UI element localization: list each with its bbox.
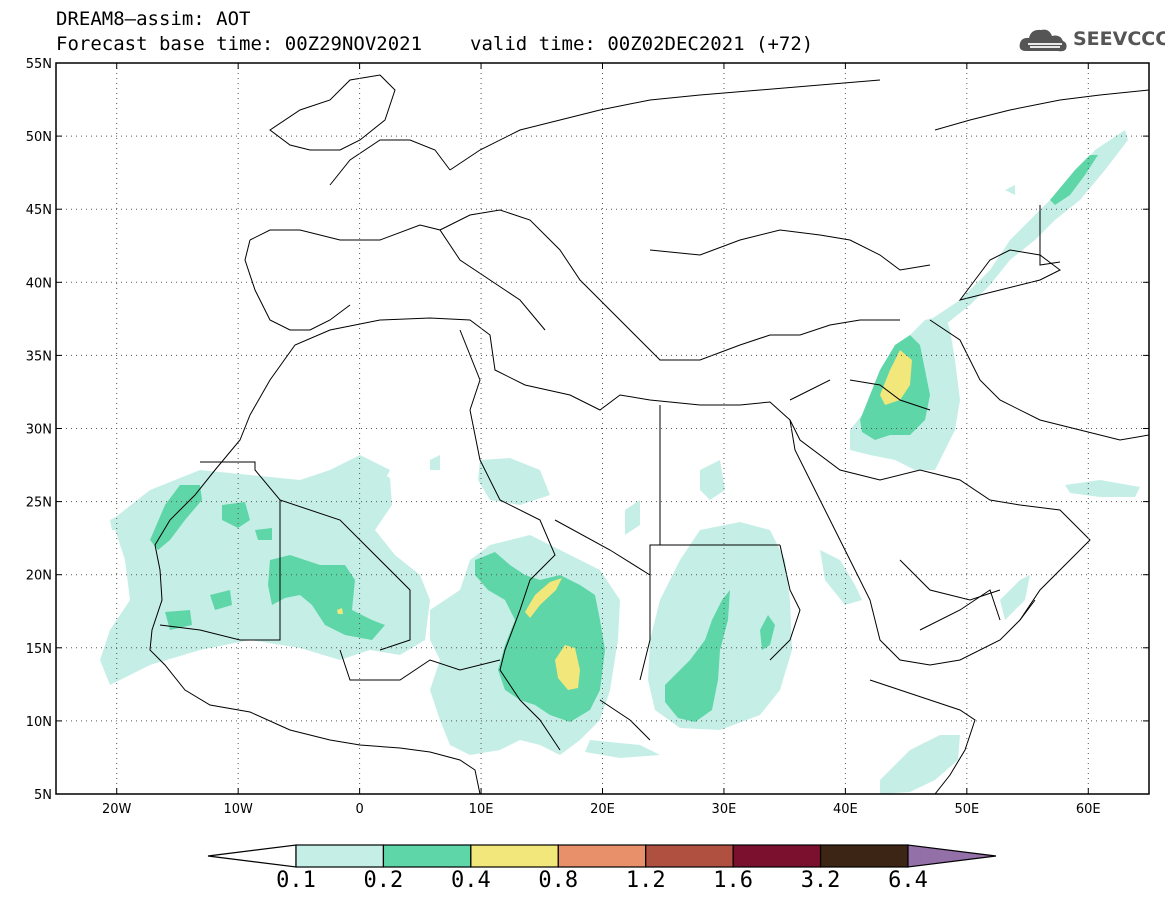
lon-label: 10E bbox=[469, 802, 494, 817]
seevccc-logo: SEEVCCC bbox=[1018, 25, 1165, 55]
colorbar-level-label: 0.4 bbox=[450, 868, 491, 893]
lat-label: 55N bbox=[26, 57, 52, 72]
time-info: Forecast base time: 00Z29NOV2021 valid ti… bbox=[56, 33, 813, 55]
lat-label: 40N bbox=[26, 276, 52, 291]
latitude-labels: 55N 50N 45N 40N 35N 30N 25N 20N 15N 10N 5N bbox=[26, 57, 52, 803]
lon-label: 20W bbox=[102, 802, 132, 817]
lat-label: 45N bbox=[26, 203, 52, 218]
cloud-icon bbox=[1019, 29, 1067, 52]
lat-label: 50N bbox=[26, 130, 52, 145]
longitude-labels: 20W 10W 0 10E 20E 30E 40E 50E 60E bbox=[102, 802, 1101, 817]
colorbar bbox=[207, 844, 997, 868]
lon-label: 20E bbox=[590, 802, 615, 817]
lon-label: 40E bbox=[833, 802, 858, 817]
colorbar-level-label: 6.4 bbox=[888, 868, 928, 893]
lat-label: 25N bbox=[26, 496, 52, 511]
colorbar-level-label: 3.2 bbox=[800, 868, 841, 893]
aot-shading bbox=[100, 130, 1140, 794]
logo-text: SEEVCCC bbox=[1073, 28, 1165, 50]
lat-label: 10N bbox=[26, 715, 52, 730]
colorbar-level-label: 0.1 bbox=[276, 868, 316, 893]
lon-label: 30E bbox=[712, 802, 737, 817]
coastlines bbox=[149, 74, 1149, 794]
base-time: Forecast base time: 00Z29NOV2021 bbox=[56, 33, 423, 55]
colorbar-segment bbox=[382, 844, 472, 868]
lat-label: 15N bbox=[26, 642, 52, 657]
lon-label: 50E bbox=[954, 802, 979, 817]
lon-label: 10W bbox=[223, 802, 253, 817]
colorbar-level-label: 0.8 bbox=[538, 868, 579, 893]
colorbar-level-label: 1.6 bbox=[713, 868, 754, 893]
lat-label: 20N bbox=[26, 569, 52, 584]
colorbar-segment bbox=[645, 844, 734, 868]
colorbar-segment bbox=[295, 844, 385, 868]
product-title: DREAM8–assim: AOT bbox=[56, 8, 251, 30]
colorbar-segment bbox=[819, 844, 909, 868]
valid-time: valid time: 00Z02DEC2021 (+72) bbox=[470, 33, 814, 55]
colorbar-segment bbox=[470, 844, 559, 868]
aot-level-0.1 bbox=[100, 130, 1140, 794]
colorbar-over-triangle bbox=[907, 844, 997, 868]
colorbar-under-triangle bbox=[207, 844, 297, 868]
lat-label: 35N bbox=[26, 349, 52, 364]
colorbar-segment bbox=[557, 844, 647, 868]
colorbar-segment bbox=[732, 844, 822, 868]
colorbar-level-label: 1.2 bbox=[625, 868, 666, 893]
axis-ticks bbox=[56, 62, 1149, 795]
colorbar-level-label: 0.2 bbox=[363, 868, 404, 893]
lon-label: 0 bbox=[355, 802, 363, 817]
lon-label: 60E bbox=[1076, 802, 1101, 817]
lat-label: 5N bbox=[34, 788, 52, 803]
lat-label: 30N bbox=[26, 423, 52, 438]
